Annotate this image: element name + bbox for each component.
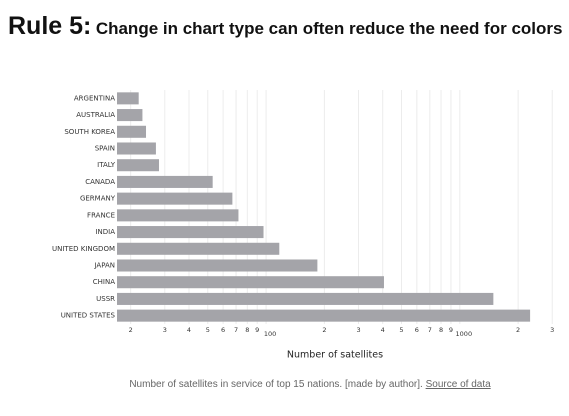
x-tick-label: 6 (415, 326, 419, 334)
x-axis-title: Number of satellites (287, 350, 383, 361)
bar (117, 192, 233, 205)
y-tick-label: SOUTH KOREA (64, 128, 115, 136)
bar (117, 209, 239, 222)
source-link[interactable]: Source of data (426, 379, 491, 390)
y-tick-label: UNITED KINGDOM (52, 245, 115, 253)
y-tick-label: CHINA (93, 278, 115, 286)
x-tick-label: 5 (206, 326, 210, 334)
x-tick-label: 2 (322, 326, 326, 334)
y-tick-label: USSR (96, 295, 115, 303)
x-tick-label: 6 (221, 326, 225, 334)
x-tick-label: 1000 (456, 330, 473, 338)
x-tick-label: 7 (428, 326, 432, 334)
x-tick-label: 3 (550, 326, 554, 334)
x-tick-label: 5 (399, 326, 403, 334)
x-tick-label: 3 (163, 326, 167, 334)
x-tick-label: 8 (439, 326, 443, 334)
title-text: Change in chart type can often reduce th… (95, 19, 563, 38)
bar (117, 125, 147, 138)
x-tick-label: 7 (234, 326, 238, 334)
x-tick-label: 2 (516, 326, 520, 334)
title-prefix: Rule 5: (8, 12, 92, 40)
bar (117, 259, 318, 272)
bar (117, 309, 531, 322)
y-tick-label: FRANCE (87, 211, 115, 219)
bar (117, 92, 139, 105)
bar (117, 109, 143, 122)
x-tick-label: 9 (255, 326, 259, 334)
x-tick-label: 8 (245, 326, 249, 334)
y-tick-label: INDIA (95, 228, 115, 236)
title: Rule 5: Change in chart type can often r… (8, 12, 562, 41)
x-tick-label: 4 (187, 326, 191, 334)
caption-text: Number of satellites in service of top 1… (129, 379, 423, 390)
bar (117, 159, 159, 172)
x-tick-label: 2 (129, 326, 133, 334)
y-tick-label: CANADA (85, 178, 115, 186)
caption: Number of satellites in service of top 1… (129, 379, 491, 390)
bar (117, 292, 494, 305)
bar (117, 226, 264, 239)
bar (117, 142, 156, 155)
y-tick-label: AUSTRALIA (76, 111, 115, 119)
x-tick-label: 100 (264, 330, 276, 338)
y-tick-label: GERMANY (80, 195, 116, 203)
x-tick-label: 4 (381, 326, 385, 334)
bar (117, 242, 280, 255)
y-tick-label: ARGENTINA (74, 94, 115, 102)
x-tick-label: 3 (356, 326, 360, 334)
bar (117, 175, 213, 188)
bar (117, 276, 384, 289)
y-tick-label: JAPAN (93, 262, 115, 270)
y-tick-label: UNITED STATES (61, 312, 116, 320)
x-tick-label: 9 (449, 326, 453, 334)
y-tick-label: ITALY (97, 161, 116, 169)
y-tick-label: SPAIN (95, 145, 115, 153)
